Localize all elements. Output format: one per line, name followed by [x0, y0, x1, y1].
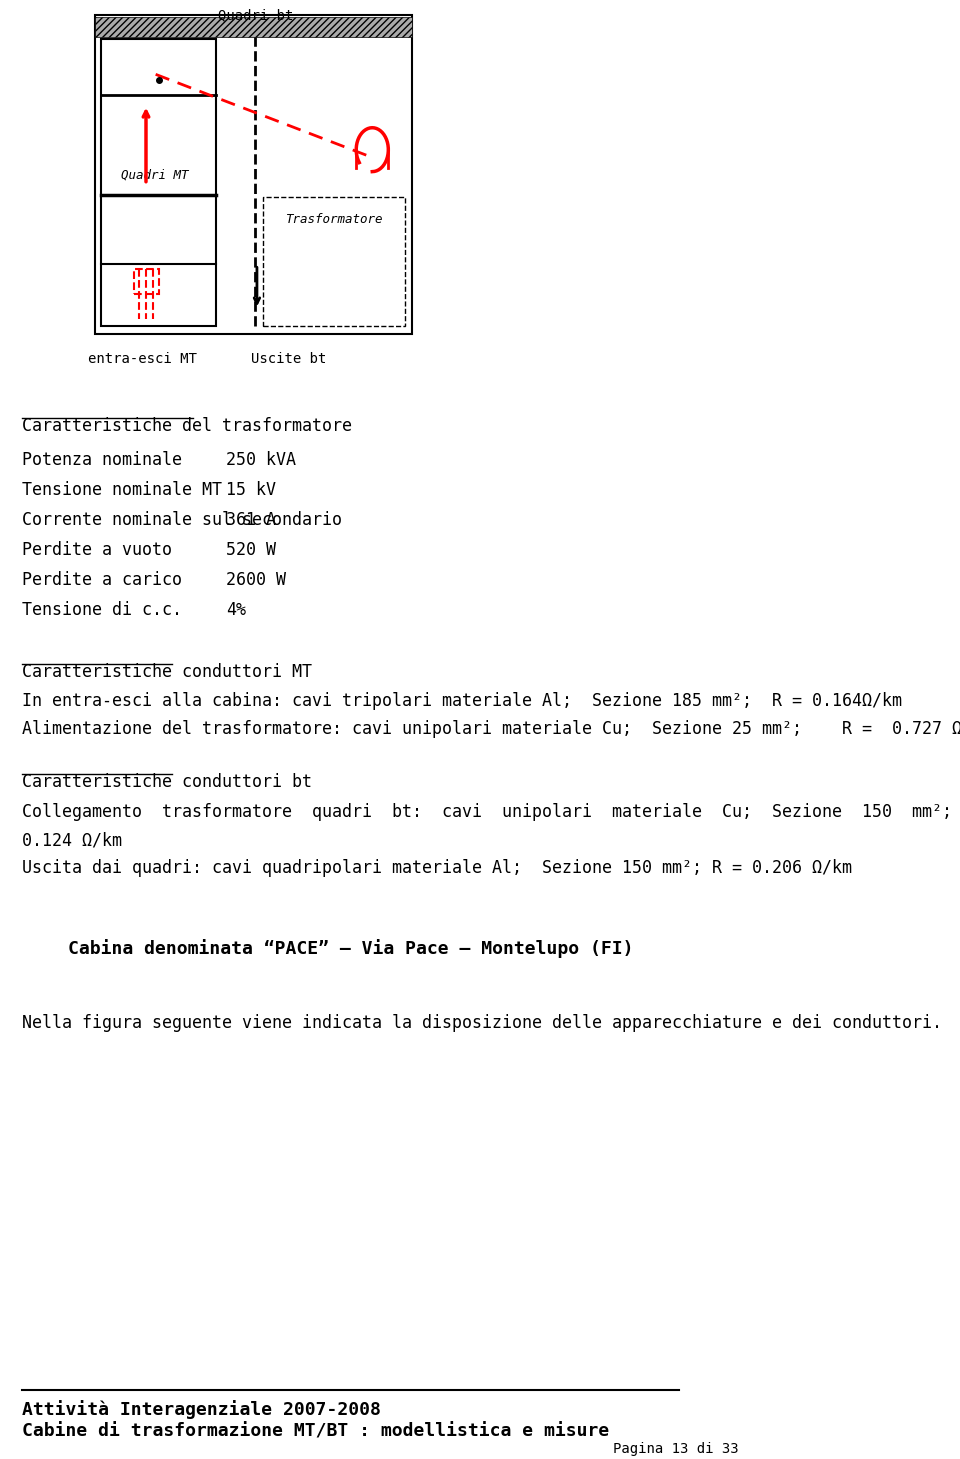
Text: 0.124 Ω/km: 0.124 Ω/km — [22, 832, 122, 849]
Text: Pagina 13 di 33: Pagina 13 di 33 — [613, 1441, 739, 1456]
Text: Caratteristiche del trasformatore: Caratteristiche del trasformatore — [22, 417, 352, 435]
Text: Alimentazione del trasformatore: cavi unipolari materiale Cu;  Sezione 25 mm²;  : Alimentazione del trasformatore: cavi un… — [22, 721, 960, 738]
Text: Cabine di trasformazione MT/BT : modellistica e misure: Cabine di trasformazione MT/BT : modelli… — [22, 1423, 610, 1441]
Text: Potenza nominale: Potenza nominale — [22, 451, 181, 468]
Text: entra-esci MT: entra-esci MT — [88, 352, 197, 366]
Bar — [95, 18, 413, 36]
Text: Nella figura seguente viene indicata la disposizione delle apparecchiature e dei: Nella figura seguente viene indicata la … — [22, 1014, 942, 1032]
Text: 4%: 4% — [227, 601, 247, 619]
Bar — [263, 197, 405, 327]
Bar — [101, 39, 216, 327]
Bar — [95, 15, 413, 334]
Text: Uscita dai quadri: cavi quadripolari materiale Al;  Sezione 150 mm²; R = 0.206 Ω: Uscita dai quadri: cavi quadripolari mat… — [22, 859, 852, 877]
Text: Perdite a carico: Perdite a carico — [22, 570, 181, 589]
Text: Collegamento  trasformatore  quadri  bt:  cavi  unipolari  materiale  Cu;  Sezio: Collegamento trasformatore quadri bt: ca… — [22, 804, 960, 821]
Text: Tensione nominale MT: Tensione nominale MT — [22, 481, 222, 499]
Text: Perdite a vuoto: Perdite a vuoto — [22, 541, 172, 559]
Text: 361 A: 361 A — [227, 511, 276, 528]
Text: Caratteristiche conduttori bt: Caratteristiche conduttori bt — [22, 773, 312, 791]
Text: Uscite bt: Uscite bt — [251, 352, 326, 366]
Text: 2600 W: 2600 W — [227, 570, 286, 589]
Text: Quadri bt: Quadri bt — [218, 7, 293, 22]
Text: Cabina denominata “PACE” – Via Pace – Montelupo (FI): Cabina denominata “PACE” – Via Pace – Mo… — [67, 940, 634, 959]
Text: Trasformatore: Trasformatore — [285, 213, 382, 226]
Text: Quadri MT: Quadri MT — [121, 168, 188, 181]
Text: In entra-esci alla cabina: cavi tripolari materiale Al;  Sezione 185 mm²;  R = 0: In entra-esci alla cabina: cavi tripolar… — [22, 693, 901, 711]
Bar — [133, 270, 159, 295]
Text: Tensione di c.c.: Tensione di c.c. — [22, 601, 181, 619]
Text: Attività Interagenziale 2007-2008: Attività Interagenziale 2007-2008 — [22, 1399, 381, 1420]
Text: 250 kVA: 250 kVA — [227, 451, 297, 468]
Text: 520 W: 520 W — [227, 541, 276, 559]
Text: Corrente nominale sul secondario: Corrente nominale sul secondario — [22, 511, 342, 528]
Text: Caratteristiche conduttori MT: Caratteristiche conduttori MT — [22, 662, 312, 680]
Text: 15 kV: 15 kV — [227, 481, 276, 499]
